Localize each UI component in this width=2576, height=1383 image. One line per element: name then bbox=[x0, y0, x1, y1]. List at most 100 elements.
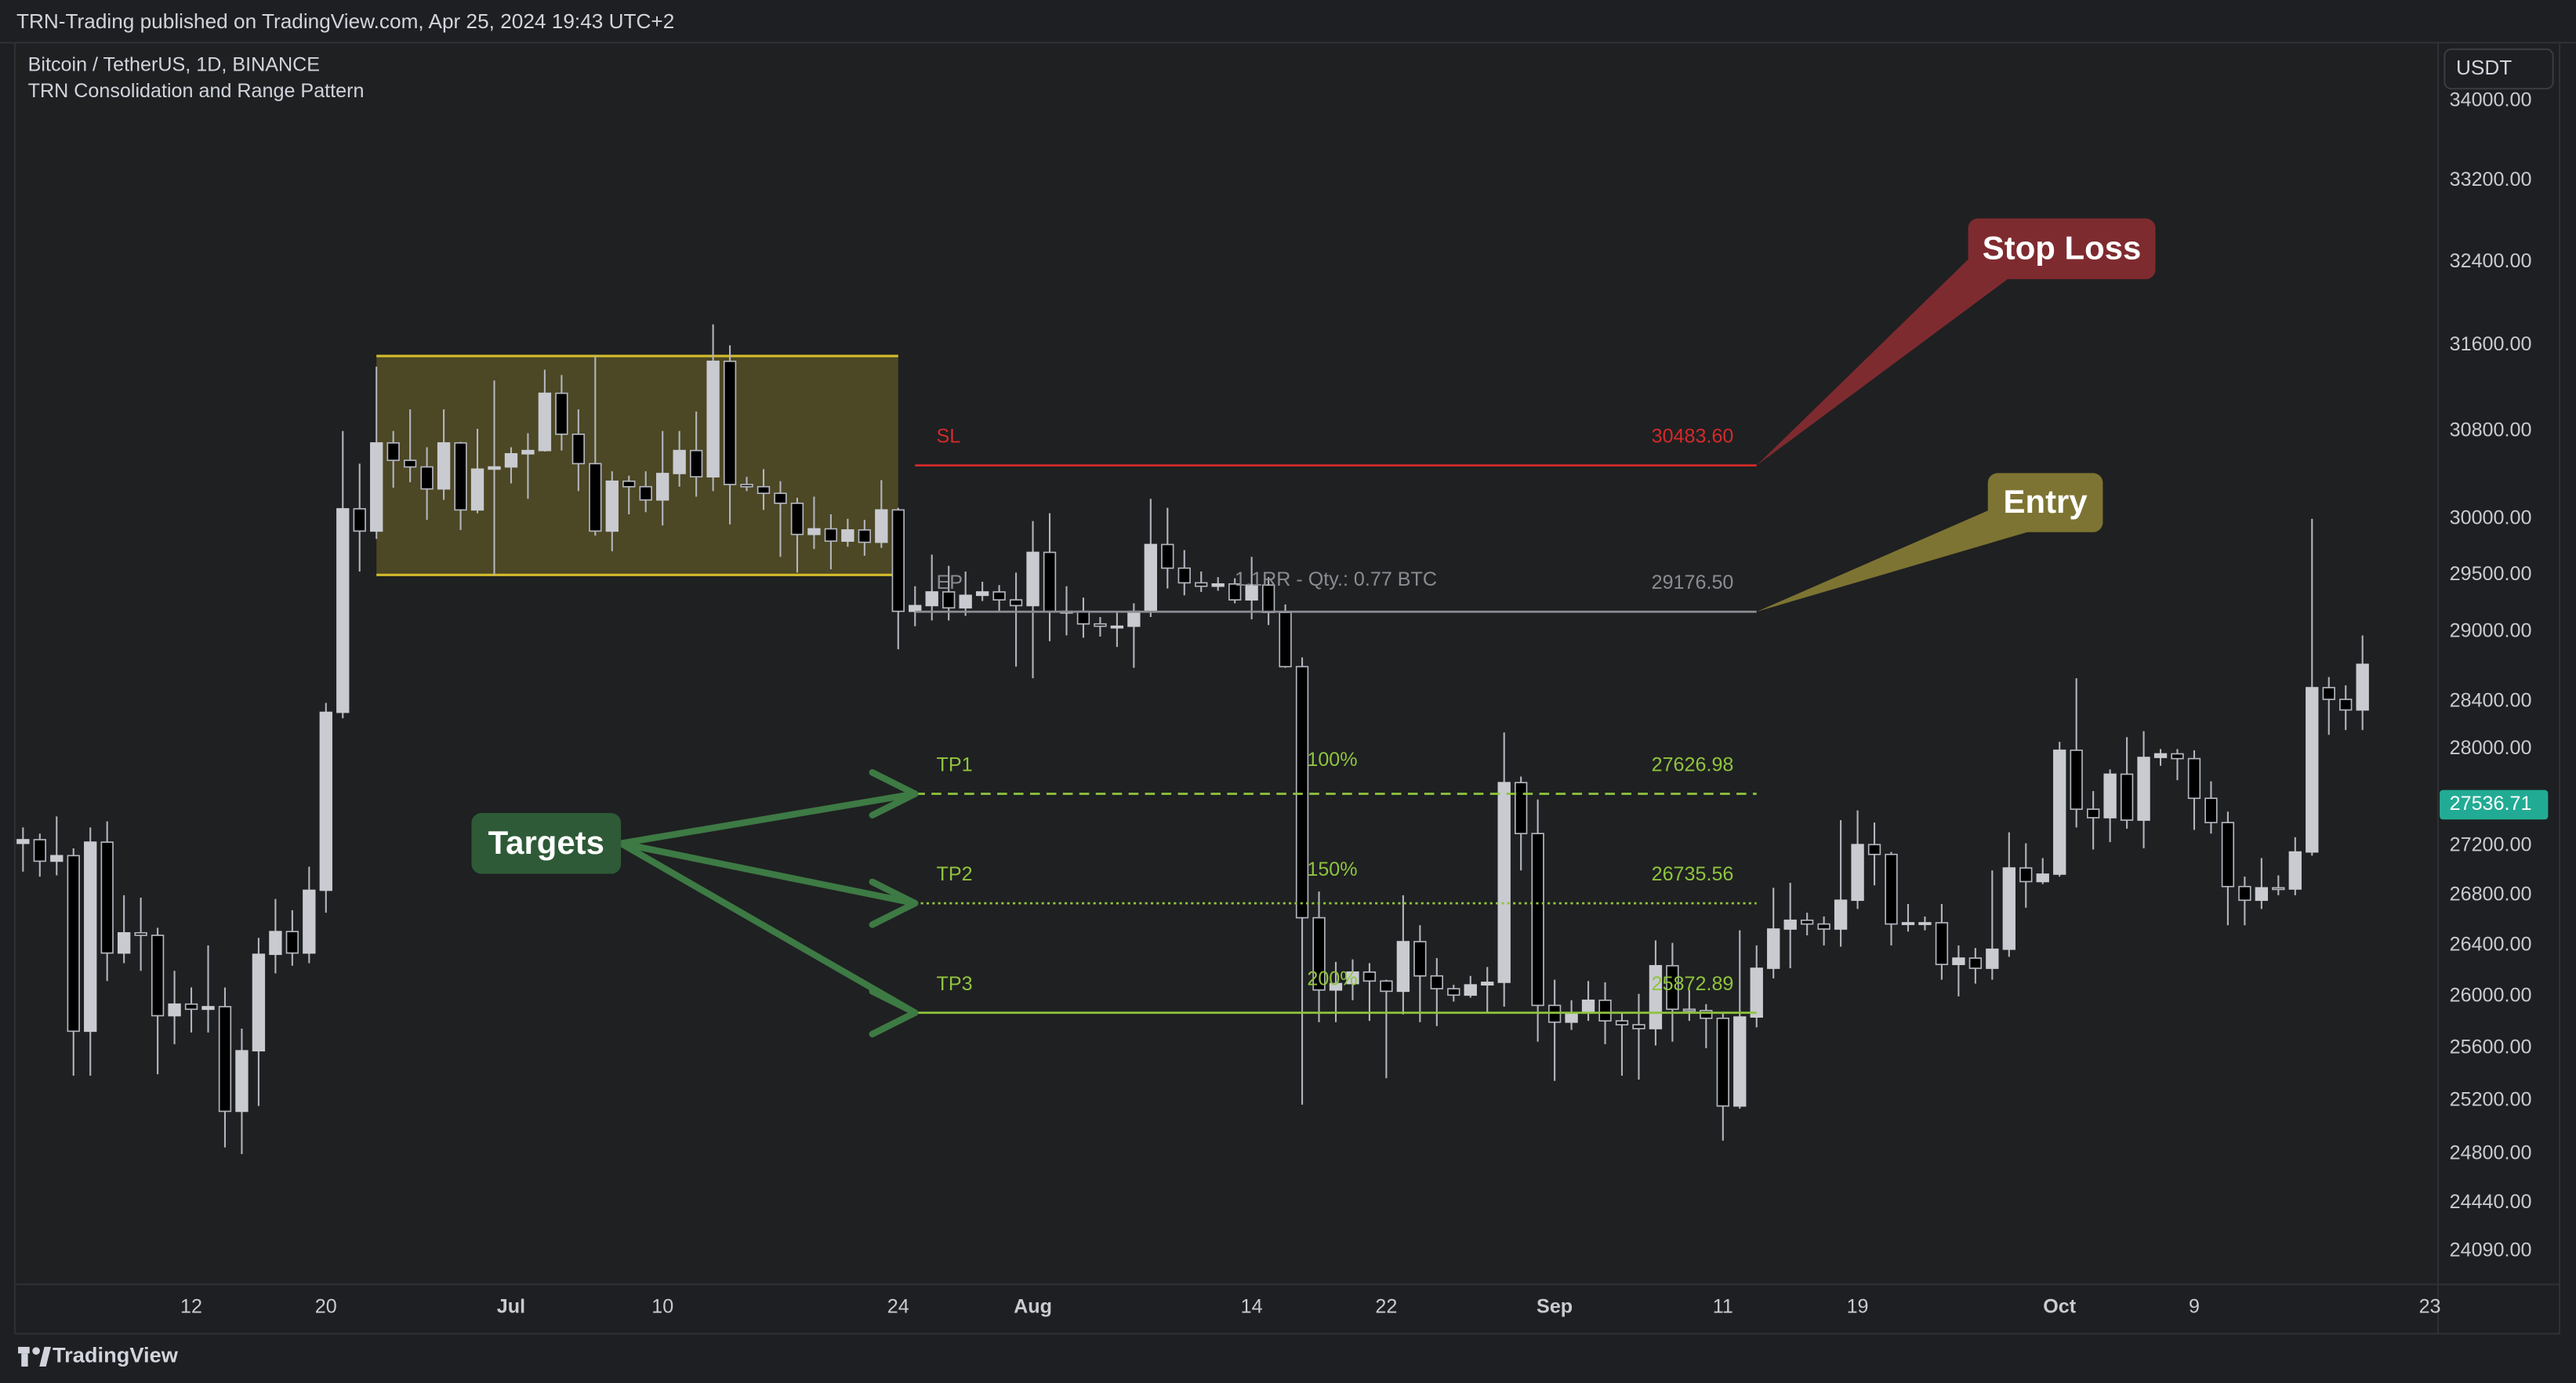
candle-body bbox=[1767, 928, 1780, 969]
candle-body bbox=[807, 528, 821, 535]
x-tick-label: 12 bbox=[180, 1295, 202, 1317]
candle-body bbox=[16, 839, 30, 844]
candle-body bbox=[1750, 967, 1763, 1018]
level-price: 30483.60 bbox=[1652, 426, 1734, 448]
logo-dot bbox=[32, 1347, 40, 1355]
x-tick-label: 14 bbox=[1241, 1295, 1263, 1317]
candle-body bbox=[1245, 584, 1258, 601]
y-tick-label: 24440.00 bbox=[2450, 1191, 2532, 1213]
candle-body bbox=[1885, 853, 1898, 925]
candle-body bbox=[1413, 941, 1427, 977]
candle-body bbox=[1700, 1010, 1713, 1019]
candle-body bbox=[1497, 782, 1511, 983]
candle-body bbox=[1110, 625, 1124, 629]
footer-brand: TradingView bbox=[53, 1343, 179, 1367]
candle-body bbox=[656, 473, 669, 501]
candle-body bbox=[1211, 583, 1225, 587]
callout-box bbox=[471, 813, 622, 874]
candle-body bbox=[622, 480, 636, 488]
last-price-tag bbox=[2440, 790, 2549, 820]
candle-body bbox=[1195, 582, 1208, 587]
candle-body bbox=[824, 528, 838, 543]
x-tick-label: 10 bbox=[651, 1295, 673, 1317]
candle-body bbox=[168, 1003, 181, 1017]
y-tick-label: 29500.00 bbox=[2450, 563, 2532, 585]
candle-body bbox=[403, 459, 417, 468]
callout-text: Entry bbox=[2004, 483, 2088, 520]
candle-body bbox=[33, 839, 46, 862]
candle-body bbox=[2002, 867, 2015, 950]
candle-body bbox=[1615, 1020, 1629, 1025]
candle-body bbox=[538, 392, 552, 452]
candle-body bbox=[2187, 757, 2201, 800]
candle-body bbox=[1464, 984, 1477, 996]
level-percent: 100% bbox=[1307, 749, 1357, 771]
candle-body bbox=[1177, 567, 1191, 584]
candle-body bbox=[1666, 964, 1679, 1011]
y-tick-label: 30800.00 bbox=[2450, 419, 2532, 441]
y-tick-label: 32400.00 bbox=[2450, 250, 2532, 272]
candle-body bbox=[1380, 980, 1393, 993]
candle-body bbox=[2086, 808, 2100, 819]
currency-button[interactable] bbox=[2444, 48, 2554, 90]
candle-body bbox=[117, 931, 131, 954]
y-tick-label: 24800.00 bbox=[2450, 1142, 2532, 1164]
level-price: 29176.50 bbox=[1652, 572, 1734, 593]
candle-body bbox=[2171, 753, 2184, 760]
candle-body bbox=[1716, 1017, 1729, 1107]
candle-body bbox=[1834, 899, 1848, 930]
candle-body bbox=[1733, 1016, 1747, 1107]
candle-body bbox=[1867, 844, 1881, 855]
candle-body bbox=[2153, 753, 2168, 758]
candle-body bbox=[1598, 999, 1612, 1022]
candle-body bbox=[1127, 610, 1141, 627]
candle-body bbox=[1430, 975, 1443, 989]
candle-body bbox=[2036, 873, 2049, 883]
candle-body bbox=[370, 442, 383, 532]
candle-body bbox=[2288, 851, 2302, 890]
candle-body bbox=[1817, 923, 1830, 930]
candle-body bbox=[67, 855, 80, 1033]
y-tick-label: 24090.00 bbox=[2450, 1239, 2532, 1261]
level-price: 26735.56 bbox=[1652, 863, 1734, 885]
candle-body bbox=[1581, 999, 1595, 1015]
candle-body bbox=[2137, 757, 2150, 821]
y-tick-label: 29000.00 bbox=[2450, 620, 2532, 642]
candle-body bbox=[1346, 971, 1359, 985]
candle-body bbox=[875, 509, 888, 543]
x-tick-label: Jul bbox=[497, 1295, 525, 1317]
candle-body bbox=[992, 591, 1006, 601]
candle-body bbox=[673, 449, 686, 474]
y-tick-label: 27200.00 bbox=[2450, 833, 2532, 855]
candle-body bbox=[1447, 988, 1460, 996]
level-percent: 150% bbox=[1307, 858, 1357, 880]
candle-body bbox=[689, 449, 703, 477]
currency-label[interactable]: USDT bbox=[2456, 56, 2512, 79]
candle-body bbox=[303, 889, 316, 954]
candle-body bbox=[2238, 885, 2251, 902]
candle-body bbox=[1565, 1012, 1578, 1023]
logo-bar bbox=[18, 1346, 30, 1354]
callout-pointer bbox=[1756, 509, 2028, 612]
callout-pointer bbox=[1756, 256, 2008, 466]
candle-body bbox=[1851, 844, 1864, 902]
y-tick-label: 25600.00 bbox=[2450, 1036, 2532, 1058]
level-name: TP2 bbox=[936, 863, 972, 885]
candle-body bbox=[1918, 922, 1932, 925]
callout-text: Stop Loss bbox=[1983, 230, 2142, 267]
candle-body bbox=[2221, 822, 2235, 888]
y-tick-label: 28000.00 bbox=[2450, 737, 2532, 759]
candle-body bbox=[706, 360, 720, 477]
candle-body bbox=[756, 485, 771, 495]
candle-body bbox=[454, 442, 467, 511]
x-tick-label: 24 bbox=[887, 1295, 909, 1317]
callout-arrowhead bbox=[869, 769, 919, 819]
publisher-line: TRN-Trading published on TradingView.com… bbox=[16, 9, 674, 33]
candle-body bbox=[909, 604, 922, 612]
x-tick-label: 11 bbox=[1713, 1295, 1733, 1317]
callout-arrow bbox=[617, 840, 919, 1016]
candle-body bbox=[891, 509, 905, 612]
candle-body bbox=[386, 442, 400, 462]
candle-body bbox=[1362, 971, 1377, 982]
